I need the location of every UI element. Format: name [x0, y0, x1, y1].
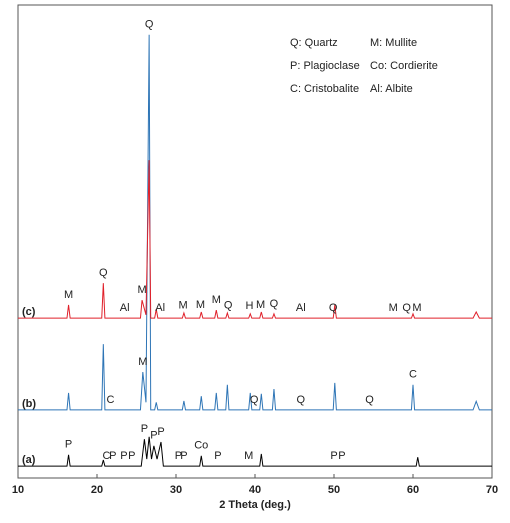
- peak-label: Q: [224, 299, 233, 311]
- peak-label: P: [128, 450, 135, 462]
- legend-entry: Al: Albite: [370, 83, 413, 95]
- series-label: (c): [22, 306, 36, 318]
- peak-label: P: [214, 450, 221, 462]
- x-tick-label: 30: [170, 484, 182, 496]
- peak-label: Q: [145, 19, 154, 31]
- peak-label: C: [103, 450, 111, 462]
- peak-label: P: [109, 450, 116, 462]
- peak-label: Al: [296, 302, 306, 314]
- peak-label: P: [65, 439, 72, 451]
- peak-label: M: [138, 356, 147, 368]
- x-tick-label: 40: [249, 484, 261, 496]
- peak-label: Co: [194, 440, 208, 452]
- x-tick-label: 20: [91, 484, 103, 496]
- plot-frame: [17, 4, 493, 479]
- peak-label: P: [157, 426, 164, 438]
- peak-label: M: [64, 289, 73, 301]
- x-axis-label: 2 Theta (deg.): [219, 499, 291, 511]
- peak-label: M: [412, 302, 421, 314]
- legend-entry: C: Cristobalite: [290, 83, 359, 95]
- peak-label: Q: [270, 298, 279, 310]
- series-line: [18, 436, 492, 467]
- legend-entry: P: Plagioclase: [290, 60, 360, 72]
- peak-label: Q: [402, 302, 411, 314]
- x-tick-label: 50: [328, 484, 340, 496]
- peak-label: Al: [155, 302, 165, 314]
- x-tick-label: 10: [12, 484, 24, 496]
- peak-label: H: [245, 300, 253, 312]
- peak-label: C: [409, 369, 417, 381]
- peak-label: M: [256, 299, 265, 311]
- peak-label: M: [179, 299, 188, 311]
- peak-label: P: [175, 450, 182, 462]
- peak-label: C: [106, 394, 114, 406]
- peak-label: P: [120, 450, 127, 462]
- x-tick-label: 70: [486, 484, 498, 496]
- series-label: (b): [22, 398, 36, 410]
- peak-label: M: [196, 299, 205, 311]
- legend-entry: Q: Quartz: [290, 37, 338, 49]
- peak-label: Q: [329, 302, 338, 314]
- peak-label: Al: [120, 302, 130, 314]
- peak-label: P: [141, 423, 148, 435]
- peak-label: Q: [250, 394, 259, 406]
- series-label: (a): [22, 454, 36, 466]
- peak-label: Q: [365, 394, 374, 406]
- peak-label: M: [389, 302, 398, 314]
- series-line: [18, 160, 492, 319]
- x-tick-label: 60: [407, 484, 419, 496]
- legend-entry: Co: Cordierite: [370, 60, 438, 72]
- peak-label: M: [212, 294, 221, 306]
- peak-label: P: [150, 430, 157, 442]
- peak-label: M: [244, 450, 253, 462]
- peak-label: M: [137, 284, 146, 296]
- series-line: [18, 34, 492, 411]
- peak-label: Q: [297, 394, 306, 406]
- peak-label: P: [330, 450, 337, 462]
- peak-label: P: [180, 450, 187, 462]
- peak-label: Q: [99, 267, 108, 279]
- legend-entry: M: Mullite: [370, 37, 417, 49]
- peak-label: P: [338, 450, 345, 462]
